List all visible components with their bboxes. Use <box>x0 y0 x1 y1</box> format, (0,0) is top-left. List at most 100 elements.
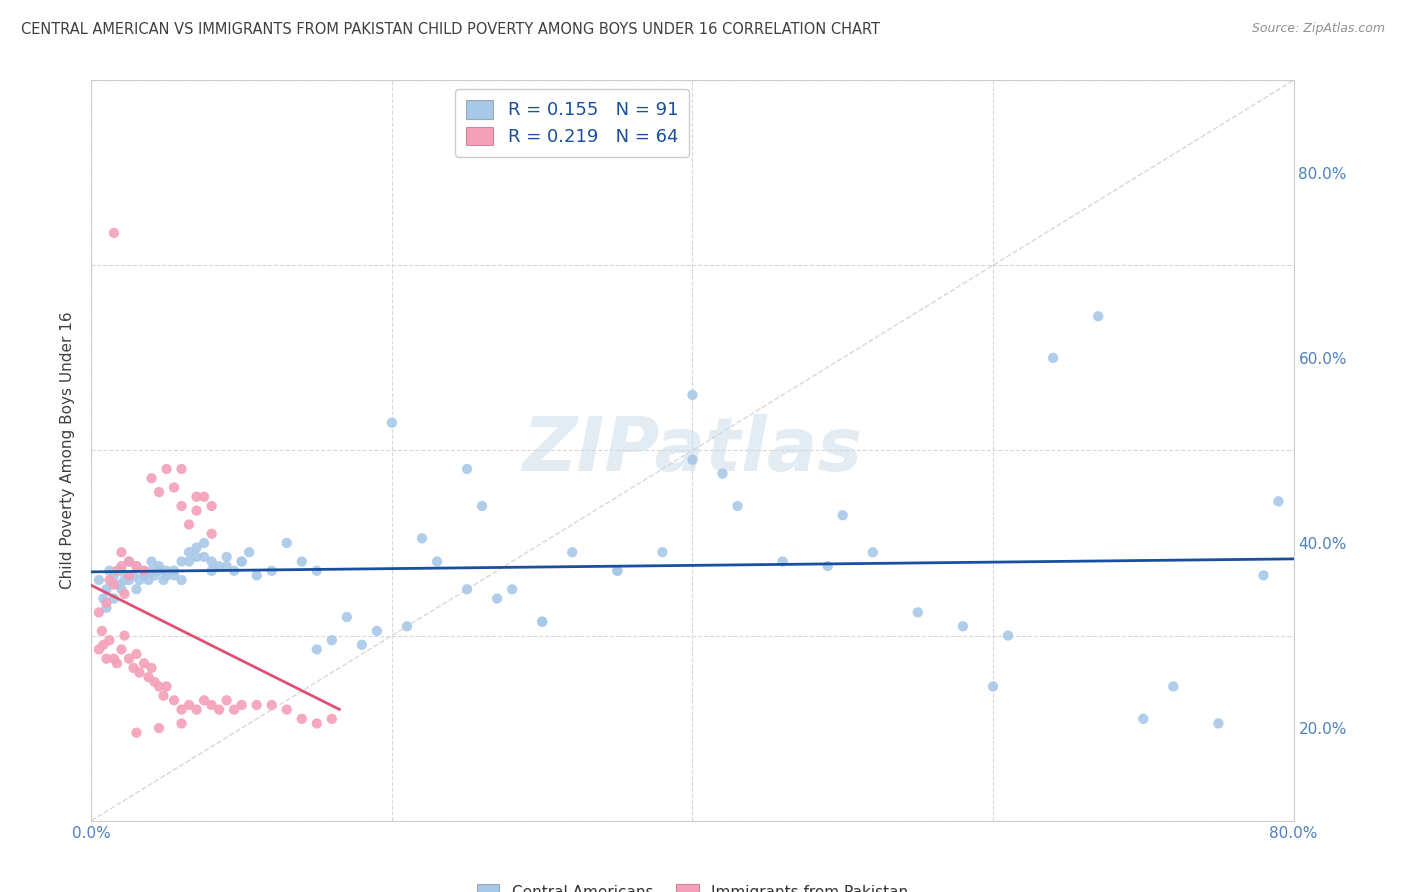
Point <box>107 577 129 591</box>
Point <box>163 693 186 707</box>
Point <box>1042 351 1064 365</box>
Point <box>98 633 121 648</box>
Point <box>231 555 253 569</box>
Point <box>152 689 174 703</box>
Point <box>681 452 703 467</box>
Point <box>276 536 298 550</box>
Point <box>817 559 839 574</box>
Point <box>132 568 155 582</box>
Point <box>366 624 388 638</box>
Point <box>141 471 163 485</box>
Point <box>531 615 554 629</box>
Point <box>831 508 853 523</box>
Point <box>155 462 177 476</box>
Point <box>170 462 193 476</box>
Point <box>128 573 150 587</box>
Point <box>201 555 224 569</box>
Point <box>231 555 253 569</box>
Point <box>103 591 125 606</box>
Point <box>224 564 246 578</box>
Point <box>201 698 224 712</box>
Point <box>170 573 193 587</box>
Point <box>531 615 554 629</box>
Point <box>651 545 673 559</box>
Point <box>186 503 208 517</box>
Point <box>305 716 328 731</box>
Point <box>411 532 433 546</box>
Point <box>606 564 628 578</box>
Point <box>186 703 208 717</box>
Point <box>138 573 160 587</box>
Point <box>321 633 343 648</box>
Point <box>96 596 118 610</box>
Point <box>727 499 749 513</box>
Point <box>201 564 224 578</box>
Point <box>138 670 160 684</box>
Point <box>305 564 328 578</box>
Point <box>103 226 125 240</box>
Point <box>215 559 238 574</box>
Point <box>148 680 170 694</box>
Point <box>260 698 283 712</box>
Point <box>118 651 141 665</box>
Point <box>96 582 118 597</box>
Point <box>141 564 163 578</box>
Point <box>997 629 1019 643</box>
Point <box>105 564 128 578</box>
Point <box>215 549 238 564</box>
Point <box>110 582 132 597</box>
Point <box>110 559 132 574</box>
Point <box>395 619 418 633</box>
Point <box>98 564 121 578</box>
Point <box>208 703 231 717</box>
Point <box>93 591 115 606</box>
Point <box>118 555 141 569</box>
Point <box>981 680 1004 694</box>
Point <box>170 716 193 731</box>
Text: CENTRAL AMERICAN VS IMMIGRANTS FROM PAKISTAN CHILD POVERTY AMONG BOYS UNDER 16 C: CENTRAL AMERICAN VS IMMIGRANTS FROM PAKI… <box>21 22 880 37</box>
Point <box>1208 716 1230 731</box>
Point <box>148 559 170 574</box>
Point <box>1267 494 1289 508</box>
Point <box>177 517 200 532</box>
Point <box>132 564 155 578</box>
Point <box>177 555 200 569</box>
Point <box>118 568 141 582</box>
Point <box>114 629 136 643</box>
Point <box>471 499 494 513</box>
Text: Source: ZipAtlas.com: Source: ZipAtlas.com <box>1251 22 1385 36</box>
Point <box>1161 680 1184 694</box>
Point <box>141 555 163 569</box>
Point <box>186 490 208 504</box>
Point <box>90 624 112 638</box>
Point <box>148 485 170 500</box>
Point <box>291 712 314 726</box>
Point <box>141 661 163 675</box>
Point <box>238 545 260 559</box>
Point <box>224 703 246 717</box>
Point <box>305 642 328 657</box>
Point <box>336 610 359 624</box>
Point <box>231 698 253 712</box>
Point <box>456 582 478 597</box>
Point <box>118 573 141 587</box>
Point <box>125 647 148 661</box>
Point <box>952 619 974 633</box>
Point <box>1253 568 1275 582</box>
Point <box>186 541 208 555</box>
Point <box>1087 310 1109 324</box>
Point <box>215 693 238 707</box>
Point <box>87 642 110 657</box>
Point <box>103 577 125 591</box>
Point <box>125 559 148 574</box>
Point <box>1132 712 1154 726</box>
Text: ZIPatlas: ZIPatlas <box>523 414 862 487</box>
Point <box>96 651 118 665</box>
Point <box>143 568 166 582</box>
Point <box>186 549 208 564</box>
Point <box>260 564 283 578</box>
Point <box>125 559 148 574</box>
Point <box>114 573 136 587</box>
Point <box>93 638 115 652</box>
Point <box>350 638 373 652</box>
